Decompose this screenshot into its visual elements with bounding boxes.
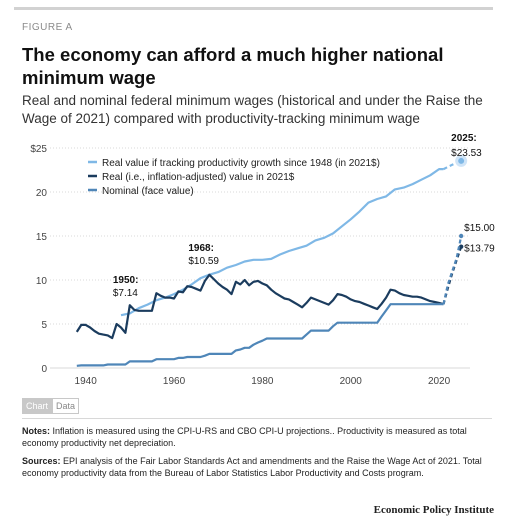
chart-title: The economy can afford a much higher nat…	[22, 44, 444, 88]
x-tick-label: 1940	[75, 376, 98, 387]
chart-subtitle: Real and nominal federal minimum wages (…	[22, 93, 483, 126]
y-tick-label: 5	[41, 320, 47, 331]
notes: Notes: Inflation is measured using the C…	[22, 425, 492, 449]
top-rule	[14, 7, 493, 10]
tab-data[interactable]: Data	[52, 398, 80, 414]
annotation-value: $10.59	[188, 256, 219, 267]
x-axis-ticks: 1940 1960 1980 2000 2020	[75, 376, 451, 387]
grid-lines	[50, 147, 470, 369]
annotation-value: $13.79	[464, 244, 495, 255]
y-tick-label: $25	[30, 144, 47, 155]
legend: Real value if tracking productivity grow…	[88, 158, 380, 197]
y-tick-label: 20	[36, 188, 48, 199]
divider	[22, 418, 492, 419]
notes-text: Inflation is measured using the CPI-U-RS…	[22, 426, 467, 448]
x-tick-label: 1960	[163, 376, 186, 387]
annotation-year: 2025:	[451, 133, 477, 144]
line-chart: 0 5 10 15 20 $25 1940 1960 1980 2000 2020 1950: $7…	[30, 133, 495, 387]
tab-chart[interactable]: Chart	[22, 398, 53, 414]
y-tick-label: 15	[36, 232, 48, 243]
sources: Sources: EPI analysis of the Fair Labor …	[22, 455, 492, 479]
annotation-value: $15.00	[464, 223, 495, 234]
endpoint-marker	[458, 157, 465, 164]
endpoint-marker	[458, 233, 464, 239]
sources-text: EPI analysis of the Fair Labor Standards…	[22, 456, 482, 478]
notes-label: Notes:	[22, 426, 51, 436]
annotation-value: $23.53	[451, 148, 482, 159]
y-axis-ticks: 0 5 10 15 20 $25	[30, 144, 47, 375]
annotations: 1950: $7.14 1968: $10.59 2025: $23.53 $15.00 $1…	[113, 133, 495, 299]
endpoint-marker	[458, 244, 464, 249]
series-projection	[442, 235, 463, 305]
x-tick-label: 2020	[428, 376, 451, 387]
x-tick-label: 1980	[251, 376, 274, 387]
view-tabs: Chart Data	[22, 398, 80, 414]
brand-logo: Economic Policy Institute	[373, 504, 494, 516]
series-line	[76, 303, 444, 367]
legend-label: Nominal (face value)	[102, 186, 194, 197]
series-lines	[75, 154, 468, 367]
figure-label: FIGURE A	[22, 22, 73, 33]
annotation-year: 1968:	[188, 243, 214, 254]
y-tick-label: 10	[36, 276, 48, 287]
series-line	[75, 273, 444, 340]
y-tick-label: 0	[41, 364, 47, 375]
sources-label: Sources:	[22, 456, 61, 466]
legend-label: Real value if tracking productivity grow…	[102, 158, 380, 169]
legend-label: Real (i.e., inflation-adjusted) value in…	[102, 172, 295, 183]
annotation-value: $7.14	[113, 288, 138, 299]
series-line	[120, 168, 444, 317]
annotation-year: 1950:	[113, 275, 139, 286]
x-tick-label: 2000	[340, 376, 363, 387]
